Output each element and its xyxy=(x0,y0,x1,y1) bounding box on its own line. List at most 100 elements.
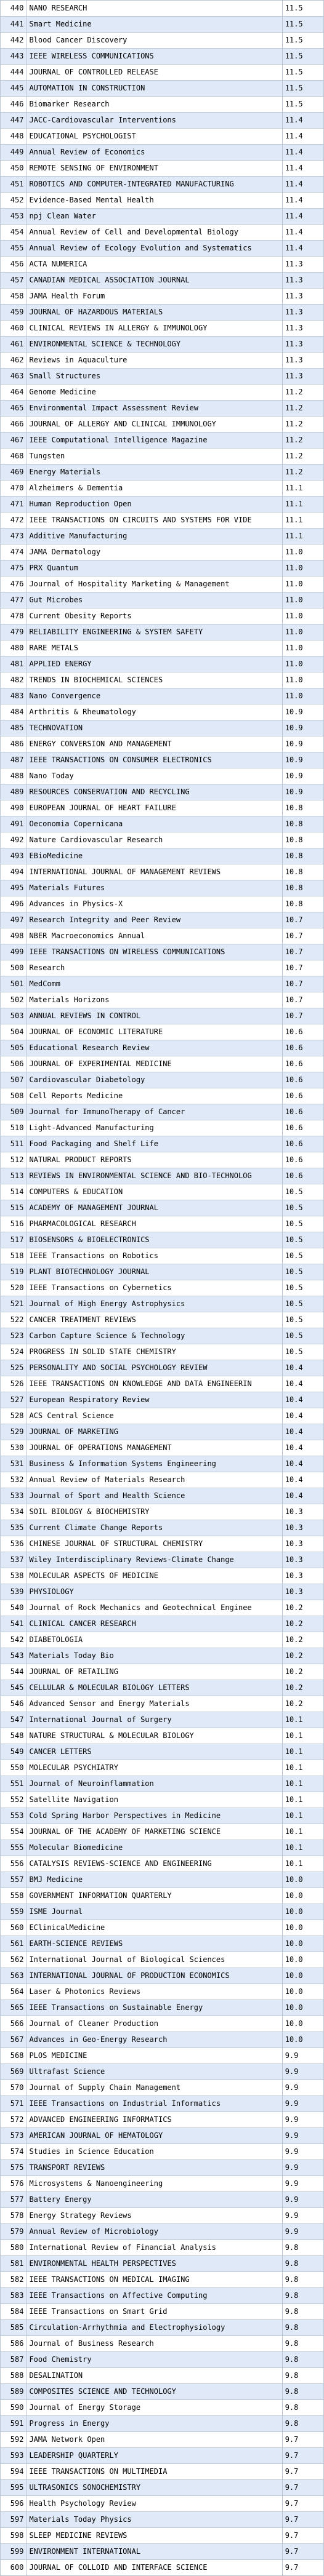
table-row: 587 Food Chemistry 9.8 xyxy=(0,2351,324,2368)
table-row: 469 Energy Materials 11.2 xyxy=(0,464,324,481)
impact-factor-cell: 10.6 xyxy=(281,1040,324,1056)
impact-factor-cell: 10.0 xyxy=(281,1936,324,1952)
rank-cell: 528 xyxy=(0,1408,27,1424)
rank-cell: 594 xyxy=(0,2463,27,2480)
impact-factor-cell: 10.0 xyxy=(281,1872,324,1888)
table-row: 556 CATALYSIS REVIEWS-SCIENCE AND ENGINEE… xyxy=(0,1856,324,1872)
rank-cell: 518 xyxy=(0,1248,27,1264)
rank-cell: 556 xyxy=(0,1856,27,1872)
journal-name-cell: JOURNAL OF ALLERGY AND CLINICAL IMMUNOLO… xyxy=(26,416,283,433)
journal-name-cell: Journal of Rock Mechanics and Geotechnic… xyxy=(26,1600,283,1616)
impact-factor-cell: 10.4 xyxy=(281,1440,324,1456)
rank-cell: 495 xyxy=(0,880,27,896)
rank-cell: 494 xyxy=(0,864,27,880)
journal-name-cell: Materials Today Physics xyxy=(26,2511,283,2528)
impact-factor-cell: 9.8 xyxy=(281,2335,324,2352)
impact-factor-cell: 10.6 xyxy=(281,1072,324,1088)
table-row: 514 COMPUTERS & EDUCATION 10.5 xyxy=(0,1184,324,1200)
table-row: 465 Environmental Impact Assessment Revie… xyxy=(0,400,324,417)
rank-cell: 454 xyxy=(0,224,27,241)
table-row: 456 ACTA NUMERICA 11.3 xyxy=(0,256,324,273)
impact-factor-cell: 10.0 xyxy=(281,1888,324,1904)
impact-factor-cell: 10.2 xyxy=(281,1680,324,1696)
journal-name-cell: ROBOTICS AND COMPUTER-INTEGRATED MANUFAC… xyxy=(26,176,283,193)
table-row: 552 Satellite Navigation 10.1 xyxy=(0,1792,324,1808)
rank-cell: 599 xyxy=(0,2543,27,2560)
impact-factor-cell: 11.3 xyxy=(281,336,324,353)
impact-factor-cell: 9.9 xyxy=(281,2064,324,2080)
journal-name-cell: Additive Manufacturing xyxy=(26,528,283,544)
table-row: 544 JOURNAL OF RETAILING 10.2 xyxy=(0,1664,324,1680)
rank-cell: 481 xyxy=(0,656,27,672)
journal-name-cell: Materials Today Bio xyxy=(26,1648,283,1664)
journal-name-cell: EBioMedicine xyxy=(26,848,283,864)
journal-name-cell: International Journal of Surgery xyxy=(26,1712,283,1728)
journal-name-cell: PROGRESS IN SOLID STATE CHEMISTRY xyxy=(26,1344,283,1360)
journal-name-cell: DESALINATION xyxy=(26,2367,283,2384)
rank-cell: 448 xyxy=(0,128,27,145)
journal-name-cell: BIOSENSORS & BIOELECTRONICS xyxy=(26,1232,283,1248)
impact-factor-cell: 10.3 xyxy=(281,1520,324,1536)
rank-cell: 546 xyxy=(0,1696,27,1712)
table-row: 530 JOURNAL OF OPERATIONS MANAGEMENT 10.4 xyxy=(0,1440,324,1456)
impact-factor-cell: 11.3 xyxy=(281,304,324,321)
journal-name-cell: REVIEWS IN ENVIRONMENTAL SCIENCE AND BIO… xyxy=(26,1168,283,1184)
impact-factor-cell: 11.5 xyxy=(281,0,324,17)
table-row: 543 Materials Today Bio 10.2 xyxy=(0,1648,324,1664)
table-row: 507 Cardiovascular Diabetology 10.6 xyxy=(0,1072,324,1088)
impact-factor-cell: 11.5 xyxy=(281,96,324,113)
journal-name-cell: Annual Review of Ecology Evolution and S… xyxy=(26,240,283,257)
journal-name-cell: NATURE STRUCTURAL & MOLECULAR BIOLOGY xyxy=(26,1728,283,1744)
table-row: 461 ENVIRONMENTAL SCIENCE & TECHNOLOGY 11.… xyxy=(0,336,324,353)
table-row: 504 JOURNAL OF ECONOMIC LITERATURE 10.6 xyxy=(0,1024,324,1040)
impact-factor-cell: 9.7 xyxy=(281,2431,324,2448)
impact-factor-cell: 11.1 xyxy=(281,496,324,512)
impact-factor-cell: 10.0 xyxy=(281,1952,324,1968)
impact-factor-cell: 10.9 xyxy=(281,752,324,768)
table-row: 564 Laser & Photonics Reviews 10.0 xyxy=(0,1984,324,2000)
journal-name-cell: Carbon Capture Science & Technology xyxy=(26,1328,283,1344)
impact-factor-cell: 11.5 xyxy=(281,16,324,33)
table-row: 596 Health Psychology Review 9.7 xyxy=(0,2495,324,2512)
table-row: 471 Human Reproduction Open 11.1 xyxy=(0,496,324,512)
rank-cell: 533 xyxy=(0,1488,27,1504)
table-row: 477 Gut Microbes 11.0 xyxy=(0,592,324,608)
journal-name-cell: Evidence-Based Mental Health xyxy=(26,192,283,209)
table-row: 528 ACS Central Science 10.4 xyxy=(0,1408,324,1424)
rank-cell: 511 xyxy=(0,1136,27,1152)
impact-factor-cell: 11.0 xyxy=(281,608,324,624)
rank-cell: 524 xyxy=(0,1344,27,1360)
impact-factor-cell: 10.8 xyxy=(281,816,324,832)
impact-factor-cell: 10.2 xyxy=(281,1632,324,1648)
rank-cell: 492 xyxy=(0,832,27,848)
journal-name-cell: EUROPEAN JOURNAL OF HEART FAILURE xyxy=(26,800,283,816)
impact-factor-cell: 9.7 xyxy=(281,2463,324,2480)
rank-cell: 531 xyxy=(0,1456,27,1472)
journal-name-cell: Journal of Neuroinflammation xyxy=(26,1776,283,1792)
rank-cell: 561 xyxy=(0,1936,27,1952)
rank-cell: 596 xyxy=(0,2495,27,2512)
rank-cell: 589 xyxy=(0,2383,27,2400)
journal-name-cell: JOURNAL OF COLLOID AND INTERFACE SCIENCE xyxy=(26,2559,283,2576)
journal-name-cell: Journal of Sport and Health Science xyxy=(26,1488,283,1504)
rank-cell: 463 xyxy=(0,368,27,385)
table-row: 557 BMJ Medicine 10.0 xyxy=(0,1872,324,1888)
impact-factor-cell: 11.0 xyxy=(281,624,324,640)
table-row: 495 Materials Futures 10.8 xyxy=(0,880,324,896)
rank-cell: 491 xyxy=(0,816,27,832)
journal-name-cell: MOLECULAR ASPECTS OF MEDICINE xyxy=(26,1568,283,1584)
journal-name-cell: Cardiovascular Diabetology xyxy=(26,1072,283,1088)
table-row: 591 Progress in Energy 9.8 xyxy=(0,2415,324,2432)
rank-cell: 441 xyxy=(0,16,27,33)
journal-name-cell: JOURNAL OF OPERATIONS MANAGEMENT xyxy=(26,1440,283,1456)
impact-factor-cell: 10.5 xyxy=(281,1328,324,1344)
rank-cell: 574 xyxy=(0,2143,27,2160)
journal-name-cell: DIABETOLOGIA xyxy=(26,1632,283,1648)
table-row: 451 ROBOTICS AND COMPUTER-INTEGRATED MANU… xyxy=(0,176,324,193)
table-row: 521 Journal of High Energy Astrophysics 10… xyxy=(0,1296,324,1312)
impact-factor-cell: 9.8 xyxy=(281,2367,324,2384)
table-row: 547 International Journal of Surgery 10.1 xyxy=(0,1712,324,1728)
impact-factor-cell: 11.2 xyxy=(281,432,324,449)
table-row: 537 Wiley Interdisciplinary Reviews-Clima… xyxy=(0,1552,324,1568)
